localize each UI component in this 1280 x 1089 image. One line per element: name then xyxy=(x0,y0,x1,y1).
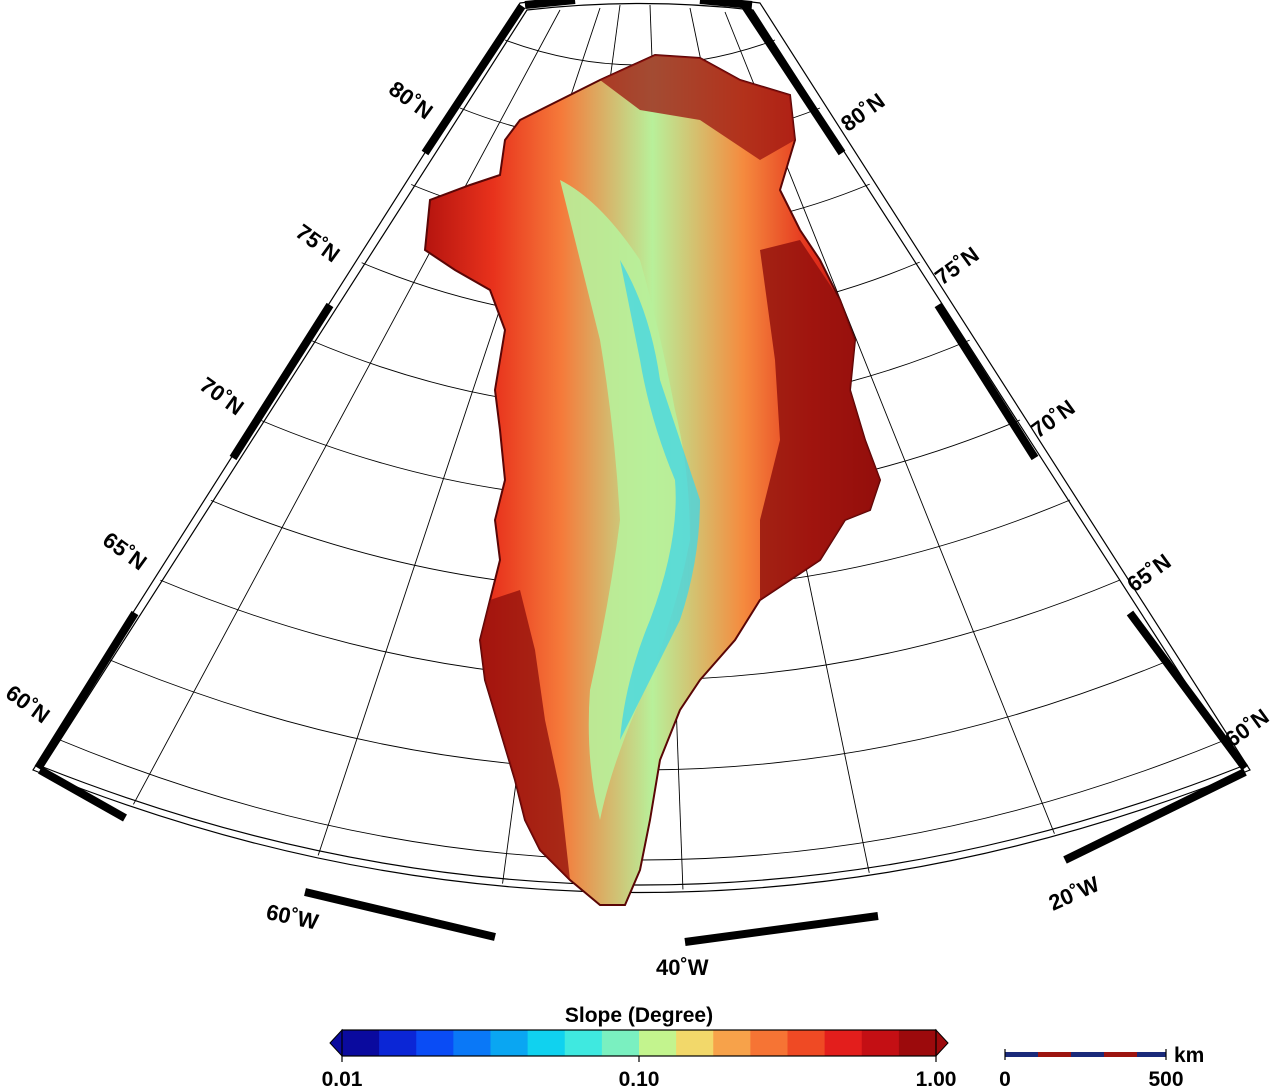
scalebar-label-0: 0 xyxy=(999,1068,1011,1089)
scalebar-segment-3 xyxy=(1071,1052,1104,1057)
colorbar-cell xyxy=(639,1030,677,1056)
colorbar-tick-label-001: 0.01 xyxy=(322,1068,363,1089)
scalebar-label-500: 500 xyxy=(1148,1068,1183,1089)
graticule-meridian xyxy=(124,9,561,821)
frame-tick-bar xyxy=(38,766,127,822)
lat-label-65n-left: 65˚N xyxy=(98,527,151,575)
map-frame-outer xyxy=(32,0,1251,894)
scalebar-segment-2 xyxy=(1038,1052,1071,1057)
scalebar-segment-4 xyxy=(1104,1052,1137,1057)
lon-label-40w: 40˚W xyxy=(656,955,709,980)
colorbar-cell xyxy=(898,1030,937,1056)
colorbar-cell xyxy=(861,1030,900,1056)
frame-tick-bars xyxy=(34,0,1249,946)
lon-label-20w: 20˚W xyxy=(1045,871,1103,915)
frame-tick-bar xyxy=(229,302,334,461)
colorbar-tick-label-100: 1.00 xyxy=(916,1068,957,1089)
interior-blue-ridge xyxy=(620,260,700,740)
frame-tick-bar xyxy=(1063,768,1247,864)
scalebar-segment-1 xyxy=(1005,1052,1038,1057)
colorbar-cell xyxy=(676,1030,714,1056)
interior-ridge xyxy=(560,180,690,820)
lat-label-60n-left: 60˚N xyxy=(1,680,54,728)
colorbar-over-triangle xyxy=(935,1028,949,1058)
frame-tick-bar xyxy=(934,302,1039,461)
colorbar-cell xyxy=(787,1030,826,1056)
colorbar-cell xyxy=(750,1030,788,1056)
colorbar-cell xyxy=(416,1030,454,1056)
southwest-coast-fringe xyxy=(480,590,570,880)
frame-tick-bar xyxy=(741,3,846,156)
east-coast-fringe xyxy=(760,240,880,600)
frame-tick-bar xyxy=(421,3,526,156)
colorbar-cell xyxy=(713,1030,751,1056)
scalebar-unit: km xyxy=(1174,1044,1204,1067)
scalebar: km 0 500 xyxy=(999,1044,1204,1089)
colorbar-cell xyxy=(564,1030,603,1056)
scalebar-segment-5 xyxy=(1137,1052,1166,1057)
frame-tick-bar xyxy=(304,888,496,941)
colorbar-cell xyxy=(342,1030,380,1056)
colorbar-tick-label-010: 0.10 xyxy=(619,1068,660,1089)
frame-tick-bar xyxy=(699,0,753,9)
frame-tick-bar xyxy=(684,912,879,946)
frame-tick-bar xyxy=(524,0,576,9)
colorbar-cells xyxy=(342,1030,937,1056)
colorbar-title: Slope (Degree) xyxy=(565,1004,713,1027)
frame-tick-bar xyxy=(1126,610,1249,771)
colorbar-under-triangle xyxy=(329,1028,343,1058)
frame-tick-bar xyxy=(34,610,139,771)
colorbar-cell xyxy=(453,1030,491,1056)
lat-label-75n-left: 75˚N xyxy=(291,219,344,267)
lat-label-80n-right: 80˚N xyxy=(836,88,889,136)
colorbar: Slope (Degree) 0.01 0.10 1.00 xyxy=(322,1004,957,1089)
lat-label-70n-left: 70˚N xyxy=(195,372,248,420)
lat-label-65n-right: 65˚N xyxy=(1122,549,1175,597)
colorbar-cell xyxy=(601,1030,640,1056)
north-coast-fringe xyxy=(600,55,795,160)
lon-label-60w: 60˚W xyxy=(264,899,321,934)
colorbar-cell xyxy=(824,1030,863,1056)
lat-label-80n-left: 80˚N xyxy=(384,76,437,124)
lat-label-70n-right: 70˚N xyxy=(1026,395,1079,443)
colorbar-cell xyxy=(490,1030,529,1056)
greenland-slope-raster xyxy=(423,53,882,906)
colorbar-cell xyxy=(379,1030,417,1056)
colorbar-cell xyxy=(527,1030,566,1056)
